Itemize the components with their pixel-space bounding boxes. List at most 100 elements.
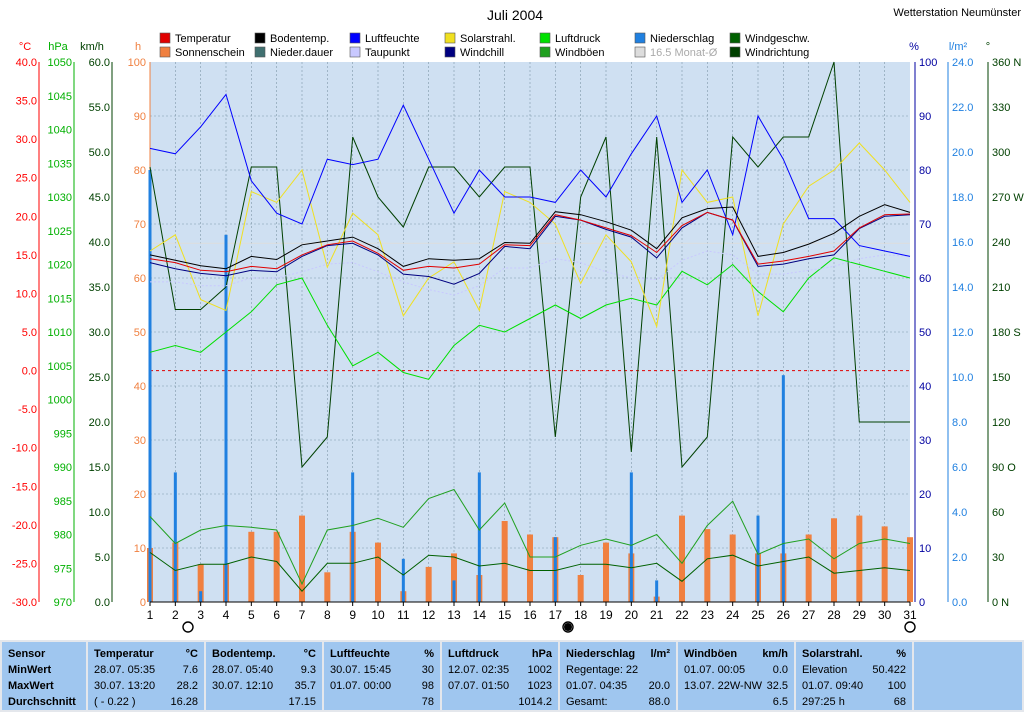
legend-label-12: 16.5 Monat-Ø	[650, 47, 718, 59]
direction-axis-tick-5: 240	[992, 237, 1010, 249]
temp-axis-unit: °C	[19, 41, 31, 53]
stats-rain-days: Regentage: 22	[566, 664, 639, 676]
x-label-31: 31	[903, 608, 917, 622]
legend-label-14: Windrichtung	[745, 47, 809, 59]
stats-gust-max-value: 32.5	[766, 680, 788, 692]
percent-axis-tick-2: 90	[919, 111, 931, 123]
hours-axis-tick-10: 10	[134, 543, 146, 555]
x-label-21: 21	[650, 608, 664, 622]
direction-axis-tick-13: 0 N	[992, 597, 1009, 609]
stats-temp-min-time: 28.07. 05:35	[94, 664, 156, 676]
legend-swatch-3	[254, 32, 266, 44]
rain-bar-26	[781, 375, 785, 602]
x-label-9: 9	[349, 608, 356, 622]
stats-rain-max-time: 01.07. 04:35	[566, 680, 628, 692]
legend-swatch-7	[444, 32, 456, 44]
wind-axis-tick-1: 60.0	[89, 57, 110, 69]
pressure-axis-tick-5: 1030	[48, 192, 72, 204]
series-line-luftdruck	[149, 257, 911, 380]
legend-swatch-5	[349, 32, 361, 44]
stats-soil-min-time: 28.07. 05:40	[212, 664, 274, 676]
rain-axis-tick-4: 18.0	[952, 192, 973, 204]
wind-axis-tick-5: 40.0	[89, 237, 110, 249]
direction-axis-tick-4: 270 W	[992, 192, 1024, 204]
stats-rain-total-label: Gesamt:	[566, 696, 608, 708]
stats-pressure-max-value: 1023	[527, 680, 552, 692]
stats-gust-min-time: 01.07. 00:05	[684, 664, 746, 676]
hours-axis-tick-3: 80	[134, 165, 146, 177]
stats-temp-max-time: 30.07. 13:20	[94, 680, 156, 692]
stats-temp-avg-value: 16.28	[170, 696, 198, 708]
stats-pressure-min-value: 1002	[527, 664, 552, 676]
legend-swatch-11	[634, 32, 646, 44]
moon-new-icon-fill	[564, 623, 572, 631]
wind-axis-tick-6: 35.0	[89, 282, 110, 294]
x-label-4: 4	[223, 608, 230, 622]
rain-axis-tick-2: 22.0	[952, 102, 973, 114]
stats-soil-max-time: 30.07. 12:10	[212, 680, 274, 692]
hours-axis-tick-7: 40	[134, 381, 146, 393]
sunshine-bar-23	[704, 529, 711, 602]
legend-swatch-10	[539, 46, 551, 58]
percent-axis-tick-6: 50	[919, 327, 931, 339]
legend-label-8: Windchill	[460, 47, 504, 59]
stats-gust-min-value: 0.0	[772, 664, 788, 676]
temp-axis-tick-5: 20.0	[16, 211, 37, 223]
legend-label-13: Windgeschw.	[745, 33, 810, 45]
stats-solar-unit: %	[896, 648, 906, 660]
x-label-2: 2	[172, 608, 179, 622]
stats-humidity-max-value: 98	[421, 680, 434, 692]
sunshine-bar-19	[603, 542, 609, 602]
x-label-6: 6	[273, 608, 280, 622]
pressure-axis-tick-14: 985	[54, 496, 72, 508]
x-label-25: 25	[751, 608, 765, 622]
pressure-axis-tick-7: 1020	[48, 260, 72, 272]
wind-axis-tick-11: 10.0	[89, 507, 110, 519]
percent-axis-tick-11: 0	[919, 597, 925, 609]
direction-axis-tick-6: 210	[992, 282, 1010, 294]
legend-swatch-4	[254, 46, 266, 58]
pressure-axis-tick-9: 1010	[48, 327, 72, 339]
sunshine-bar-13	[451, 553, 457, 602]
line-layer	[149, 61, 911, 592]
hours-axis-tick-9: 20	[134, 489, 146, 501]
temp-axis-tick-3: 30.0	[16, 134, 37, 146]
hours-axis-tick-8: 30	[134, 435, 146, 447]
temp-axis-tick-2: 35.0	[16, 96, 37, 108]
statistics-table: Sensor MinWert MaxWert Durchschnitt Temp…	[0, 640, 1024, 712]
weather-chart: Juli 2004 Wetterstation Neumünster Tempe…	[11, 7, 1024, 633]
direction-axis-unit: °	[986, 41, 990, 53]
percent-axis-tick-7: 40	[919, 381, 931, 393]
hours-axis-unit: h	[135, 41, 141, 53]
chart-legend: Temperatur Sonnenschein Bodentemp. Nieder.d…	[159, 32, 810, 59]
pressure-axis-unit: hPa	[48, 41, 68, 53]
rain-bar-17	[553, 537, 557, 602]
sunshine-bar-8	[324, 572, 331, 602]
pressure-axis-tick-16: 975	[54, 563, 72, 575]
wind-axis-tick-7: 30.0	[89, 327, 110, 339]
stats-panel-temperature: Temperatur °C 28.07. 05:35 7.6 30.07. 13…	[88, 642, 204, 710]
stats-solar-header: Solarstrahl.	[802, 648, 863, 660]
rain-bar-4	[224, 234, 228, 603]
temp-axis-tick-7: 10.0	[16, 288, 37, 300]
rain-axis-tick-5: 16.0	[952, 237, 973, 249]
pressure-axis-tick-13: 990	[54, 462, 72, 474]
legend-label-6: Taupunkt	[365, 47, 410, 59]
direction-axis-tick-12: 30	[992, 552, 1004, 564]
x-label-1: 1	[147, 608, 154, 622]
legend-label-9: Luftdruck	[555, 33, 601, 45]
percent-axis-tick-10: 10	[919, 543, 931, 555]
pressure-axis-tick-10: 1005	[48, 361, 72, 373]
x-label-11: 11	[397, 608, 410, 622]
rain-axis-tick-1: 24.0	[952, 57, 973, 69]
series-line-luftfeuchte	[149, 93, 911, 257]
x-label-19: 19	[599, 608, 613, 622]
legend-label-1: Temperatur	[175, 33, 231, 45]
legend-label-2: Sonnenschein	[175, 47, 245, 59]
temp-axis-tick-15: -30.0	[12, 597, 37, 609]
stats-humidity-max-time: 01.07. 00:00	[330, 680, 392, 692]
series-line-taupunkt	[150, 250, 911, 296]
temp-axis-tick-4: 25.0	[16, 173, 37, 185]
sunshine-bar-15	[501, 521, 508, 602]
x-axis: 1 2 3 4 5 6 7 8 9 10 11 12 13 14 15 16 17 18 19 20 21 22 23 24 2…	[147, 601, 917, 622]
